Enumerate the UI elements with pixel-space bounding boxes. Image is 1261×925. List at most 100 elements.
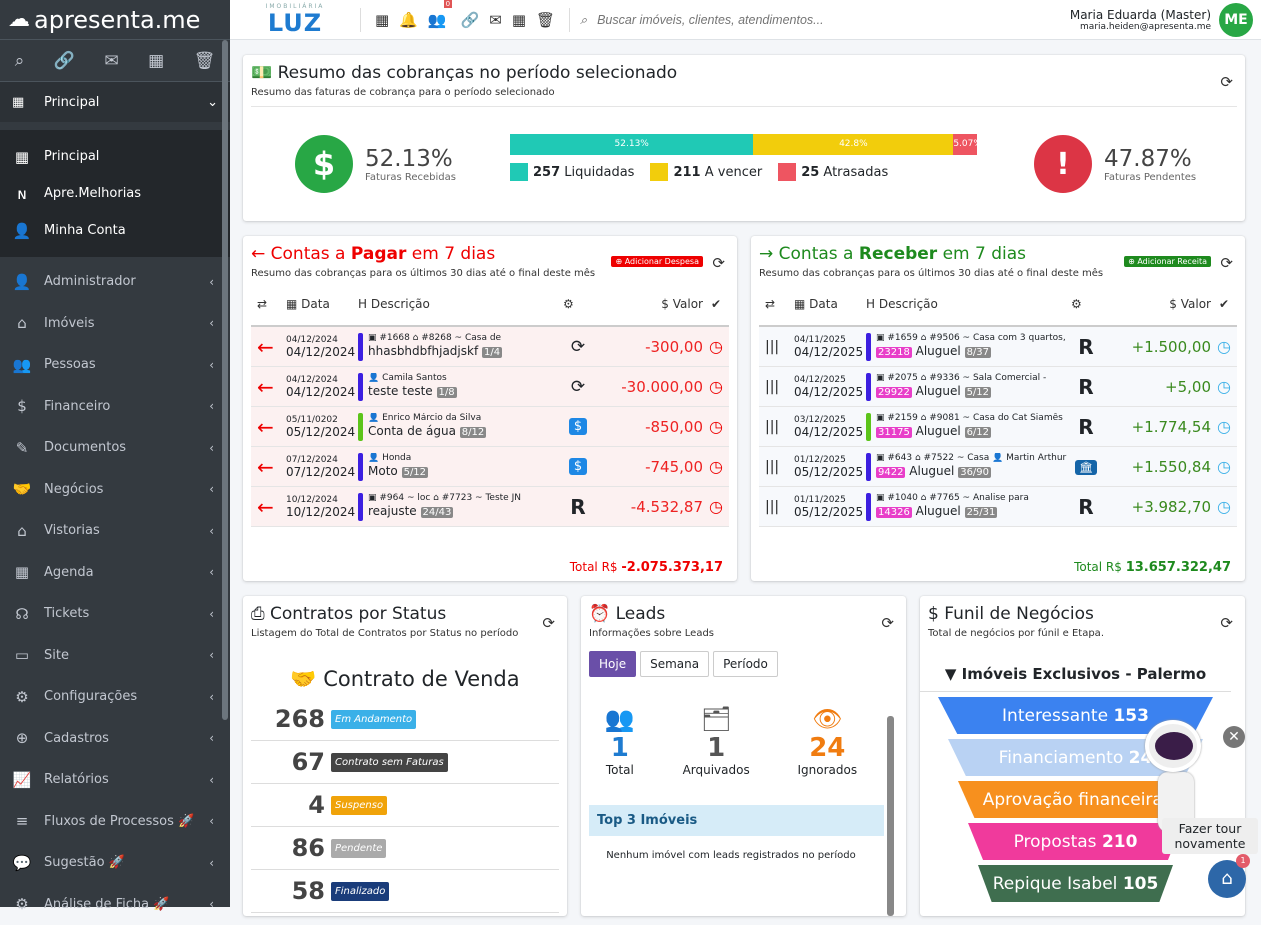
avatar[interactable]: ME	[1219, 3, 1253, 37]
search-input[interactable]	[597, 13, 897, 27]
calendar-icon[interactable]: ▦	[148, 51, 164, 71]
chevron-left-icon: ‹	[209, 358, 214, 372]
sidebar-item-0[interactable]: 👤Administrador‹	[0, 261, 230, 303]
trash-icon[interactable]: 🗑	[194, 51, 216, 71]
sidebar-item-9[interactable]: ▭Site‹	[0, 635, 230, 677]
sidebar-sub-0[interactable]: ▦Principal	[0, 138, 230, 175]
sidebar-item-15[interactable]: ⚙Análise de Ficha 🚀‹	[0, 884, 230, 925]
chart-icon: 📈	[12, 771, 32, 789]
sidebar-item-5[interactable]: 🤝Negócios‹	[0, 469, 230, 511]
clock-icon[interactable]: ◷	[703, 417, 729, 436]
sidebar-item-6[interactable]: ⌂Vistorias‹	[0, 510, 230, 552]
clock-icon[interactable]: ◷	[703, 377, 729, 396]
refresh-icon[interactable]: ⟳	[712, 254, 725, 272]
search-icon[interactable]: ⌕	[15, 51, 25, 71]
comments-icon: 💬	[12, 854, 32, 872]
refresh-icon[interactable]: ⟳	[1220, 73, 1233, 91]
sidebar-item-12[interactable]: 📈Relatórios‹	[0, 759, 230, 801]
users-icon[interactable]: 👥0	[428, 11, 447, 29]
contas-receber-card: → Contas a Receber em 7 dias Resumo das …	[751, 236, 1245, 581]
tab-1[interactable]: Semana	[640, 651, 709, 677]
arrow-left-icon: ←	[251, 415, 286, 439]
link-icon[interactable]: 🔗	[54, 51, 75, 71]
bell-icon[interactable]: 🔔	[399, 11, 418, 29]
trash-icon[interactable]: 🗑	[536, 11, 555, 29]
tour-button[interactable]: Fazer tour novamente	[1162, 818, 1258, 854]
sidebar-item-2[interactable]: 👥Pessoas‹	[0, 344, 230, 386]
flow-icon: ≡	[12, 812, 32, 830]
refresh-icon[interactable]: ⟳	[542, 614, 555, 632]
add-despesa-button[interactable]: ⊕ Adicionar Despesa	[611, 256, 703, 267]
app-logo[interactable]: ☁apresenta.me	[0, 0, 230, 40]
barcode-icon: |||	[759, 379, 794, 395]
clock-icon[interactable]: ◷	[1211, 457, 1237, 476]
sidebar-item-14[interactable]: 💬Sugestão 🚀‹	[0, 842, 230, 884]
col-desc[interactable]: H Descrição	[866, 297, 1071, 311]
refresh-icon[interactable]: ⟳	[1220, 614, 1233, 632]
clock-icon[interactable]: ◷	[703, 337, 729, 356]
sidebar-item-3[interactable]: $Financeiro‹	[0, 386, 230, 428]
tab-2[interactable]: Período	[713, 651, 778, 677]
sidebar-item-1[interactable]: ⌂Imóveis‹	[0, 303, 230, 345]
col-value[interactable]: $ Valor	[1101, 297, 1211, 311]
dashboard-icon[interactable]: ▦	[375, 11, 389, 29]
col-date[interactable]: ▦ Data	[286, 297, 358, 311]
user-name[interactable]: Maria Eduarda (Master)	[1070, 8, 1211, 22]
sidebar-item-11[interactable]: ⊕Cadastros‹	[0, 718, 230, 760]
mail-icon[interactable]: ✉	[104, 51, 118, 71]
sidebar-item-4[interactable]: ✎Documentos‹	[0, 427, 230, 469]
clock-icon[interactable]: ◷	[1211, 337, 1237, 356]
user-tie-icon: 👤	[12, 273, 32, 291]
home-fab[interactable]: ⌂1	[1208, 860, 1246, 898]
clock-icon[interactable]: ◷	[1211, 417, 1237, 436]
col-value[interactable]: $ Valor	[593, 297, 703, 311]
clock-icon[interactable]: ◷	[1211, 377, 1237, 396]
calendar-icon[interactable]: ▦	[512, 11, 526, 29]
sidebar-item-7[interactable]: ▦Agenda‹	[0, 552, 230, 594]
clock-icon[interactable]: ◷	[703, 497, 729, 516]
bank-icon: 🏛	[1071, 460, 1101, 474]
contas-pagar-card: ← Contas a Pagar em 7 dias Resumo das co…	[243, 236, 737, 581]
leads-scrollbar[interactable]	[887, 716, 894, 916]
tab-0[interactable]: Hoje	[589, 651, 636, 677]
clock-icon[interactable]: ◷	[1211, 497, 1237, 516]
legend-item: 25 Atrasadas	[778, 163, 888, 181]
refresh-icon[interactable]: ⟳	[1220, 254, 1233, 272]
close-tour-button[interactable]: ✕	[1223, 726, 1245, 748]
sidebar-scrollbar[interactable]	[222, 40, 228, 720]
r-logo-icon: R	[1071, 495, 1101, 519]
clock-icon[interactable]: ◷	[703, 457, 729, 476]
resumo-title: 💵 Resumo das cobranças no período seleci…	[243, 55, 1245, 83]
col-date[interactable]: ▦ Data	[794, 297, 866, 311]
sidebar-section-principal[interactable]: ▦Principal⌄	[0, 82, 230, 122]
add-receita-button[interactable]: ⊕ Adicionar Receita	[1124, 256, 1211, 267]
sidebar-sub-2[interactable]: 👤Minha Conta	[0, 212, 230, 249]
col-desc[interactable]: H Descrição	[358, 297, 563, 311]
mail-icon[interactable]: ✉	[489, 11, 502, 29]
funnel-stage[interactable]: Repique Isabel 105	[978, 865, 1173, 902]
refresh-icon[interactable]: ⟳	[881, 614, 894, 632]
sidebar-item-8[interactable]: ☊Tickets‹	[0, 593, 230, 635]
sidebar-item-10[interactable]: ⚙Configurações‹	[0, 676, 230, 718]
sidebar-item-13[interactable]: ≡Fluxos de Processos 🚀‹	[0, 801, 230, 843]
r-logo-icon: R	[1071, 415, 1101, 439]
link-icon[interactable]: 🔗	[461, 11, 480, 29]
